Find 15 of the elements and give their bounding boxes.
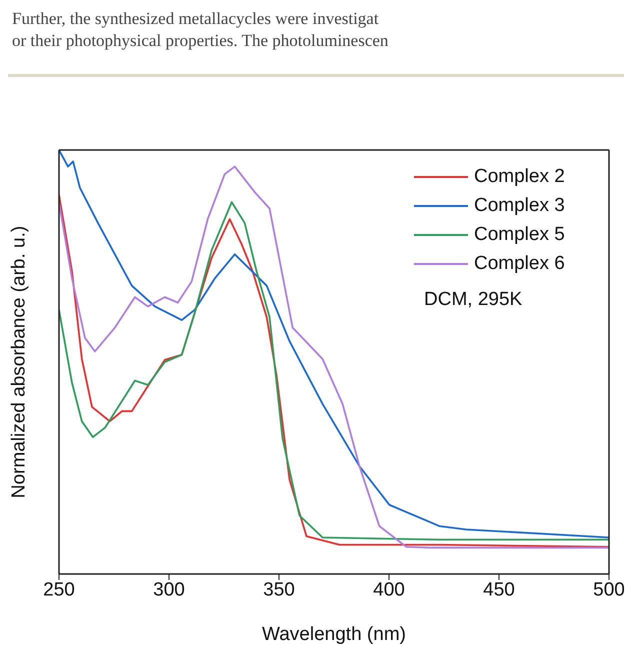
- text: Further, the synthesized metallacycles were investigat: [12, 8, 380, 30]
- x-tick-label: 300: [153, 579, 185, 600]
- legend-label: Complex 5: [474, 224, 565, 246]
- x-tick-label: 400: [373, 579, 405, 600]
- annotation: DCM, 295K: [424, 289, 522, 311]
- x-tick-label: 450: [483, 579, 515, 600]
- y-axis-title: Normalized absorbance (arb. u.): [8, 226, 30, 498]
- x-axis-title: Wavelength (nm): [262, 624, 406, 645]
- legend-label: Complex 6: [474, 252, 565, 274]
- legend-label: Complex 3: [474, 194, 565, 216]
- x-tick-label: 250: [43, 579, 75, 600]
- text: or their photophysical properties. The photoluminescen: [12, 30, 390, 52]
- x-tick-label: 350: [263, 579, 295, 600]
- legend-label: Complex 2: [474, 166, 565, 188]
- x-tick-label: 500: [593, 579, 625, 600]
